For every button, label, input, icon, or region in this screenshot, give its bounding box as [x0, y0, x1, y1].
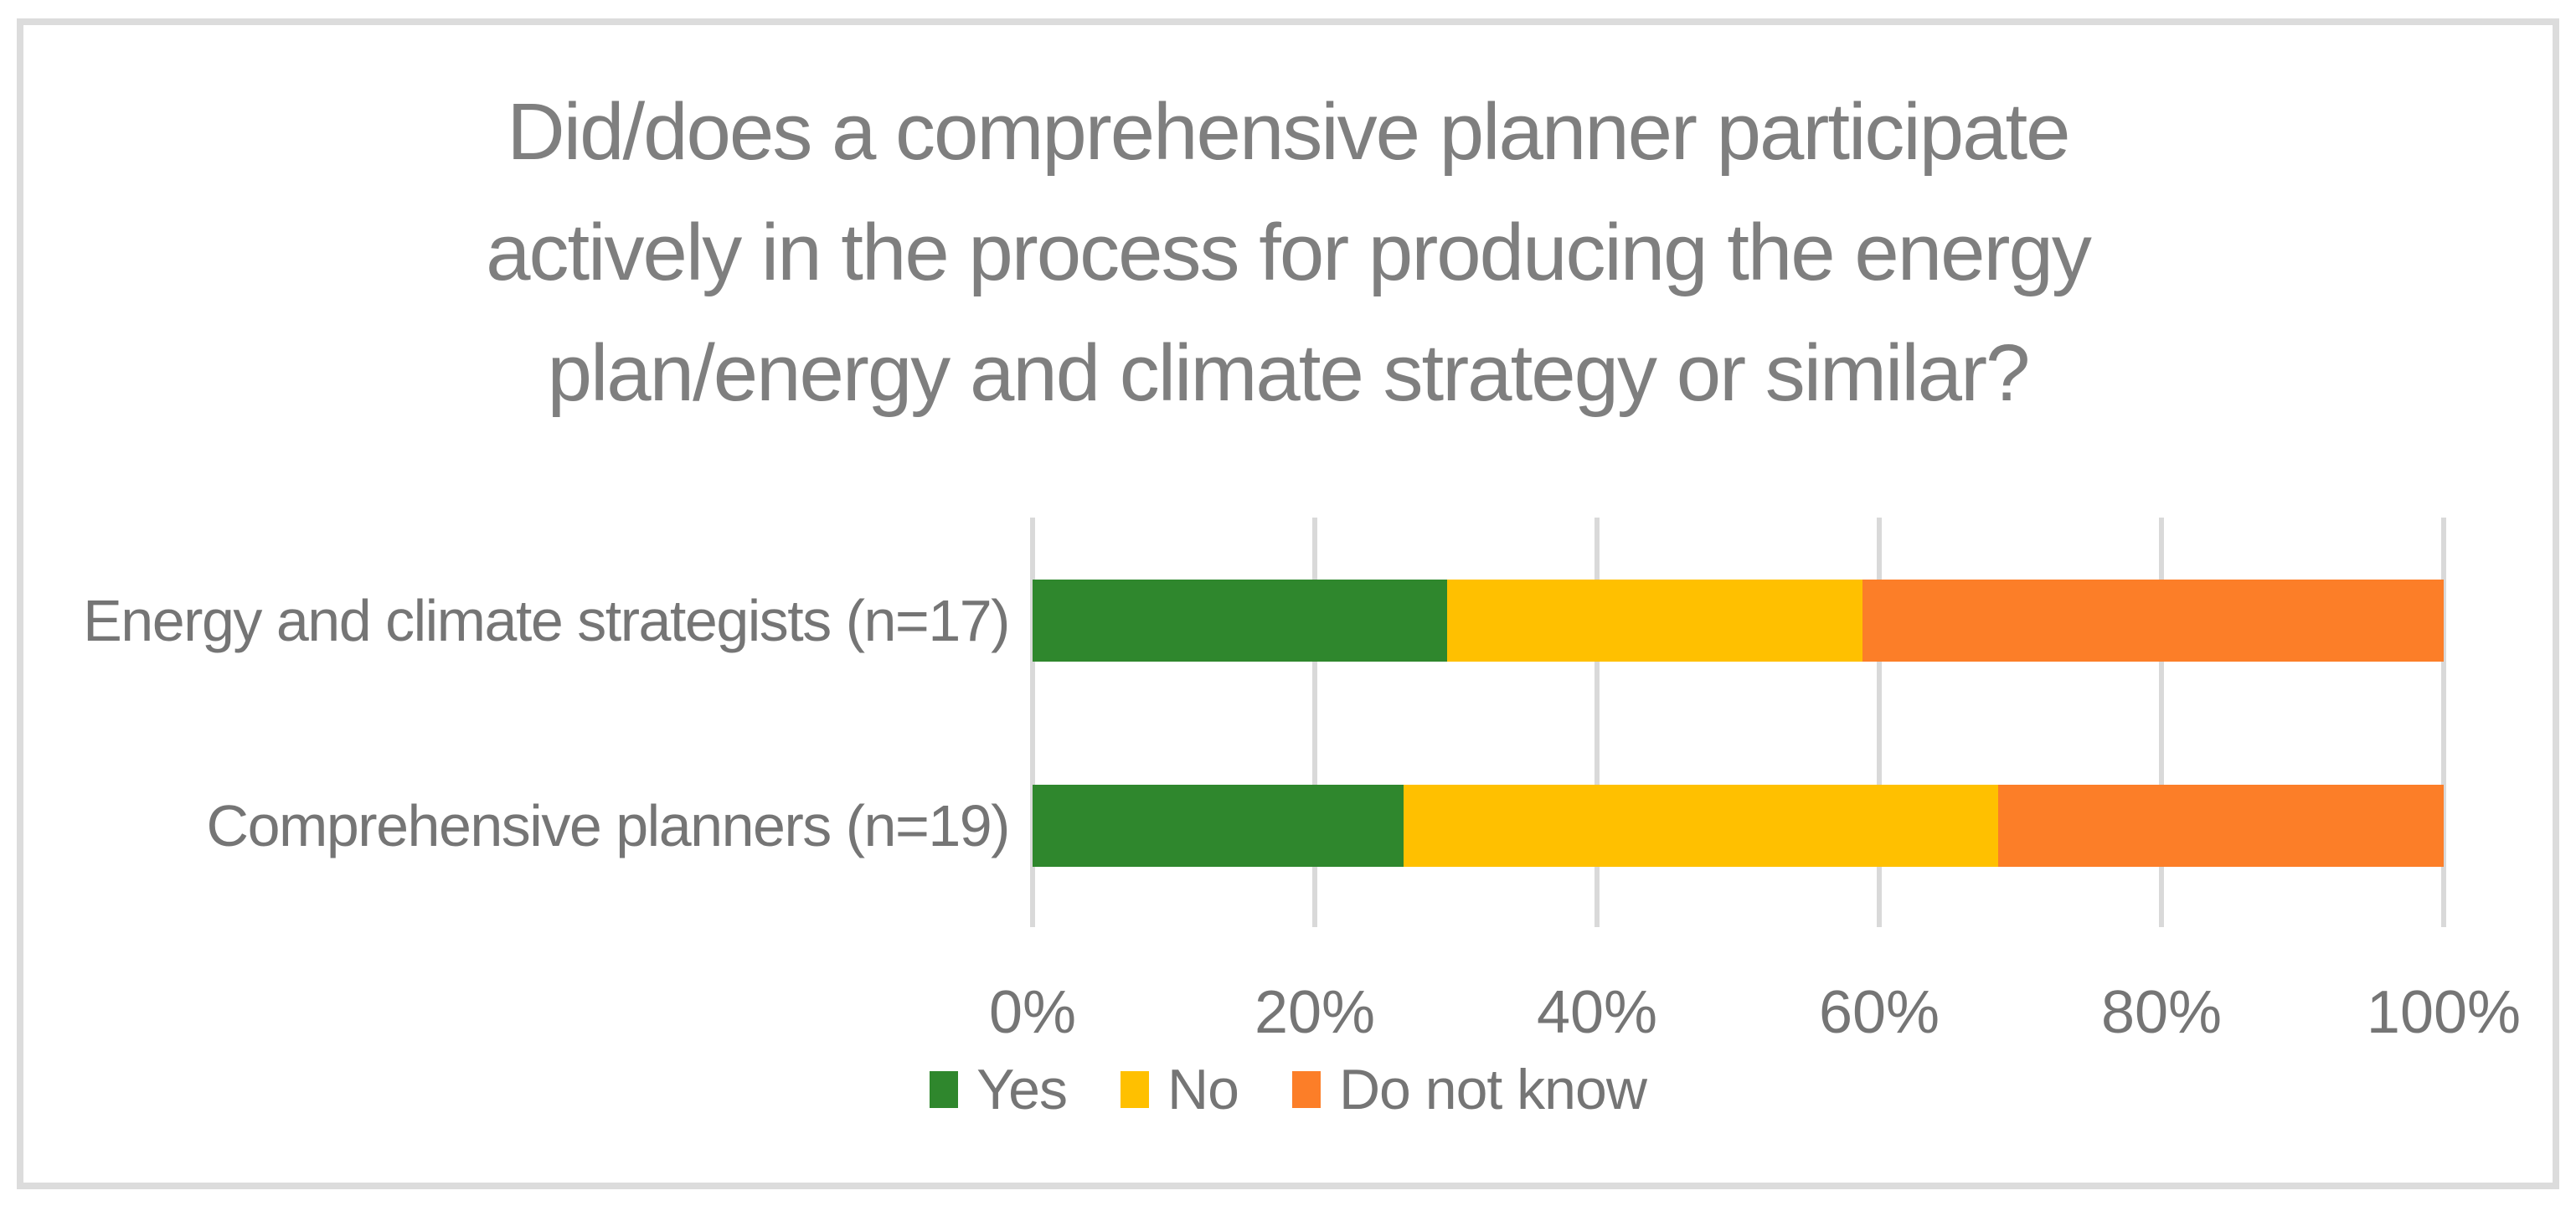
plot-area	[1030, 518, 2446, 927]
gridline	[1595, 518, 1600, 927]
legend-item-no: No	[1121, 1057, 1239, 1122]
x-axis-tick-label: 40%	[1536, 979, 1658, 1046]
legend-swatch-icon	[930, 1071, 959, 1108]
x-axis-tick-label: 0%	[988, 979, 1077, 1046]
bar-segment-do-not-know	[1862, 580, 2444, 662]
chart-title: Did/does a comprehensive planner partici…	[0, 72, 2576, 434]
x-axis-tick-label: 100%	[2366, 979, 2522, 1046]
legend-label: Do not know	[1338, 1058, 1647, 1121]
chart-title-line-1: Did/does a comprehensive planner partici…	[507, 87, 2070, 177]
gridline	[2159, 518, 2164, 927]
bar-segment-yes	[1033, 580, 1448, 662]
legend-swatch-icon	[1121, 1071, 1149, 1108]
legend-item-do-not-know: Do not know	[1291, 1057, 1647, 1122]
x-axis-tick-label: 60%	[1818, 979, 1940, 1046]
bar-row	[1033, 785, 2444, 867]
legend-swatch-icon	[1291, 1071, 1321, 1108]
gridline	[1312, 518, 1317, 927]
legend: Yes No Do not know	[0, 1057, 2576, 1122]
gridline	[1030, 518, 1035, 927]
gridline	[1877, 518, 1882, 927]
bar-segment-no	[1447, 580, 1862, 662]
gridline	[2441, 518, 2446, 927]
chart-title-line-3: plan/energy and climate strategy or simi…	[547, 328, 2031, 418]
x-axis-tick-label: 20%	[1254, 979, 1376, 1046]
bar-segment-yes	[1033, 785, 1404, 867]
bar-row	[1033, 580, 2444, 662]
bar-segment-no	[1404, 785, 1998, 867]
x-axis-tick-label: 80%	[2100, 979, 2223, 1046]
legend-label: No	[1167, 1058, 1239, 1121]
bar-segment-do-not-know	[1997, 785, 2444, 867]
category-label: Energy and climate strategists (n=17)	[83, 588, 1010, 653]
legend-label: Yes	[976, 1058, 1068, 1121]
chart-title-line-2: actively in the process for producing th…	[486, 208, 2092, 297]
category-label: Comprehensive planners (n=19)	[206, 793, 1011, 858]
legend-item-yes: Yes	[930, 1057, 1068, 1122]
